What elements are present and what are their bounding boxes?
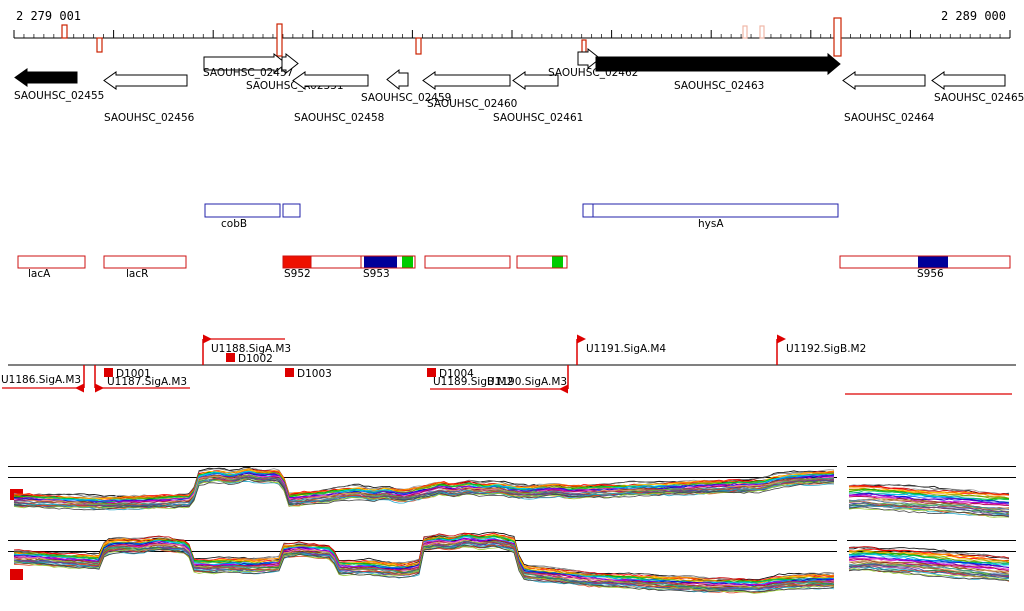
srna-box[interactable]: [17, 255, 86, 269]
srna-segment: [364, 256, 397, 268]
srna-box[interactable]: [839, 255, 1011, 269]
expression-trace: [13, 545, 1010, 593]
ruler-marker[interactable]: [276, 23, 283, 57]
gene-arrow-SAOUHSC_02465[interactable]: [931, 71, 1006, 90]
transcript-box[interactable]: [282, 203, 301, 218]
tss-flag[interactable]: [559, 384, 568, 394]
gene-arrow-SAOUHSC_02462[interactable]: [577, 47, 601, 70]
tss-flag[interactable]: [203, 334, 212, 344]
gene-arrow-SAOUHSC_02455[interactable]: [14, 68, 78, 87]
gene-label: SAOUHSC_02460: [427, 98, 517, 110]
transcript-label-cobB: cobB: [221, 218, 247, 230]
expression-trace: [13, 478, 1010, 518]
ruler-marker[interactable]: [742, 25, 748, 39]
tss-internal-site[interactable]: [226, 353, 235, 362]
gene-arrow-SAOUHSC_02459[interactable]: [386, 68, 409, 91]
tss-label-U1191.SigA.M4: U1191.SigA.M4: [586, 343, 666, 355]
srna-segment: [402, 256, 413, 268]
tss-internal-site[interactable]: [104, 368, 113, 377]
tss-label-U1189.SigB.M2: U1189.SigB.M2: [433, 376, 513, 388]
tss-flag[interactable]: [75, 383, 84, 393]
expression-trace: [13, 478, 1010, 518]
gene-arrow-SAOUHSC_02457[interactable]: [203, 52, 287, 75]
gene-label: SAOUHSC_02458: [294, 112, 384, 124]
gene-label: SAOUHSC_02459: [361, 92, 451, 104]
srna-segment: [552, 256, 563, 268]
transcript-label-hysA: hysA: [698, 218, 724, 230]
tss-flag[interactable]: [777, 334, 786, 344]
tss-internal-site[interactable]: [427, 368, 436, 377]
tss-label-D1001: D1001: [116, 368, 151, 380]
gene-arrow-SAOUHSC_02456[interactable]: [103, 71, 188, 90]
gene-label: SAOUHSC_02456: [104, 112, 195, 124]
srna-label-lacA: lacA: [28, 268, 51, 280]
tss-label-U1190.SigA.M3: U1190.SigA.M3: [487, 376, 567, 388]
gene-label: SAOUHSC_02457: [203, 67, 293, 79]
srna-box[interactable]: [103, 255, 187, 269]
gene-arrow-SAOUHSC_02463[interactable]: [595, 52, 841, 76]
gene-arrow-SAOUHSC_A02331[interactable]: [281, 52, 299, 75]
tss-flag[interactable]: [577, 334, 586, 344]
srna-segment: [283, 256, 311, 268]
gene-arrow-SAOUHSC_02460[interactable]: [422, 71, 511, 90]
tss-label-D1004: D1004: [439, 368, 474, 380]
tss-label-U1187.SigA.M3: U1187.SigA.M3: [107, 376, 187, 388]
gene-label: SAOUHSC_02465: [934, 92, 1024, 104]
transcript-box[interactable]: [582, 203, 839, 218]
ruler-marker[interactable]: [61, 24, 68, 39]
srna-label-lacR: lacR: [126, 268, 148, 280]
srna-label-S952: S952: [284, 268, 311, 280]
gene-label: SAOUHSC_02463: [674, 80, 764, 92]
tss-label-U1188.SigA.M3: U1188.SigA.M3: [211, 343, 291, 355]
srna-label-S956: S956: [917, 268, 944, 280]
gene-arrow-SAOUHSC_02458[interactable]: [292, 71, 369, 90]
gene-label: SAOUHSC_02461: [493, 112, 583, 124]
gene-label: SAOUHSC_02455: [14, 90, 104, 102]
srna-segment: [918, 256, 948, 268]
tss-label-U1186.SigA.M3: U1186.SigA.M3: [1, 374, 81, 386]
ruler-end-position: 2 289 000: [940, 9, 1006, 23]
gene-arrow-SAOUHSC_02464[interactable]: [842, 71, 926, 90]
srna-box[interactable]: [516, 255, 568, 269]
tss-label-U1192.SigB.M2: U1192.SigB.M2: [786, 343, 866, 355]
panel-marker[interactable]: [10, 569, 23, 580]
tss-label-D1003: D1003: [297, 368, 332, 380]
tss-flag[interactable]: [95, 383, 104, 393]
tss-label-D1002: D1002: [238, 353, 273, 365]
gene-label: SAOUHSC_02464: [844, 112, 935, 124]
ruler-marker[interactable]: [759, 25, 765, 39]
srna-label-S953: S953: [363, 268, 390, 280]
ruler-marker[interactable]: [415, 37, 422, 55]
srna-box[interactable]: [282, 255, 416, 269]
ruler-marker[interactable]: [96, 37, 103, 53]
srna-box[interactable]: [424, 255, 511, 269]
expression-trace: [13, 544, 1010, 594]
gene-arrow-SAOUHSC_02461[interactable]: [512, 71, 559, 90]
ruler-marker[interactable]: [581, 39, 587, 54]
tss-internal-site[interactable]: [285, 368, 294, 377]
ruler-marker[interactable]: [833, 17, 842, 57]
transcript-box[interactable]: [204, 203, 281, 218]
ruler-start-position: 2 279 001: [16, 9, 82, 23]
